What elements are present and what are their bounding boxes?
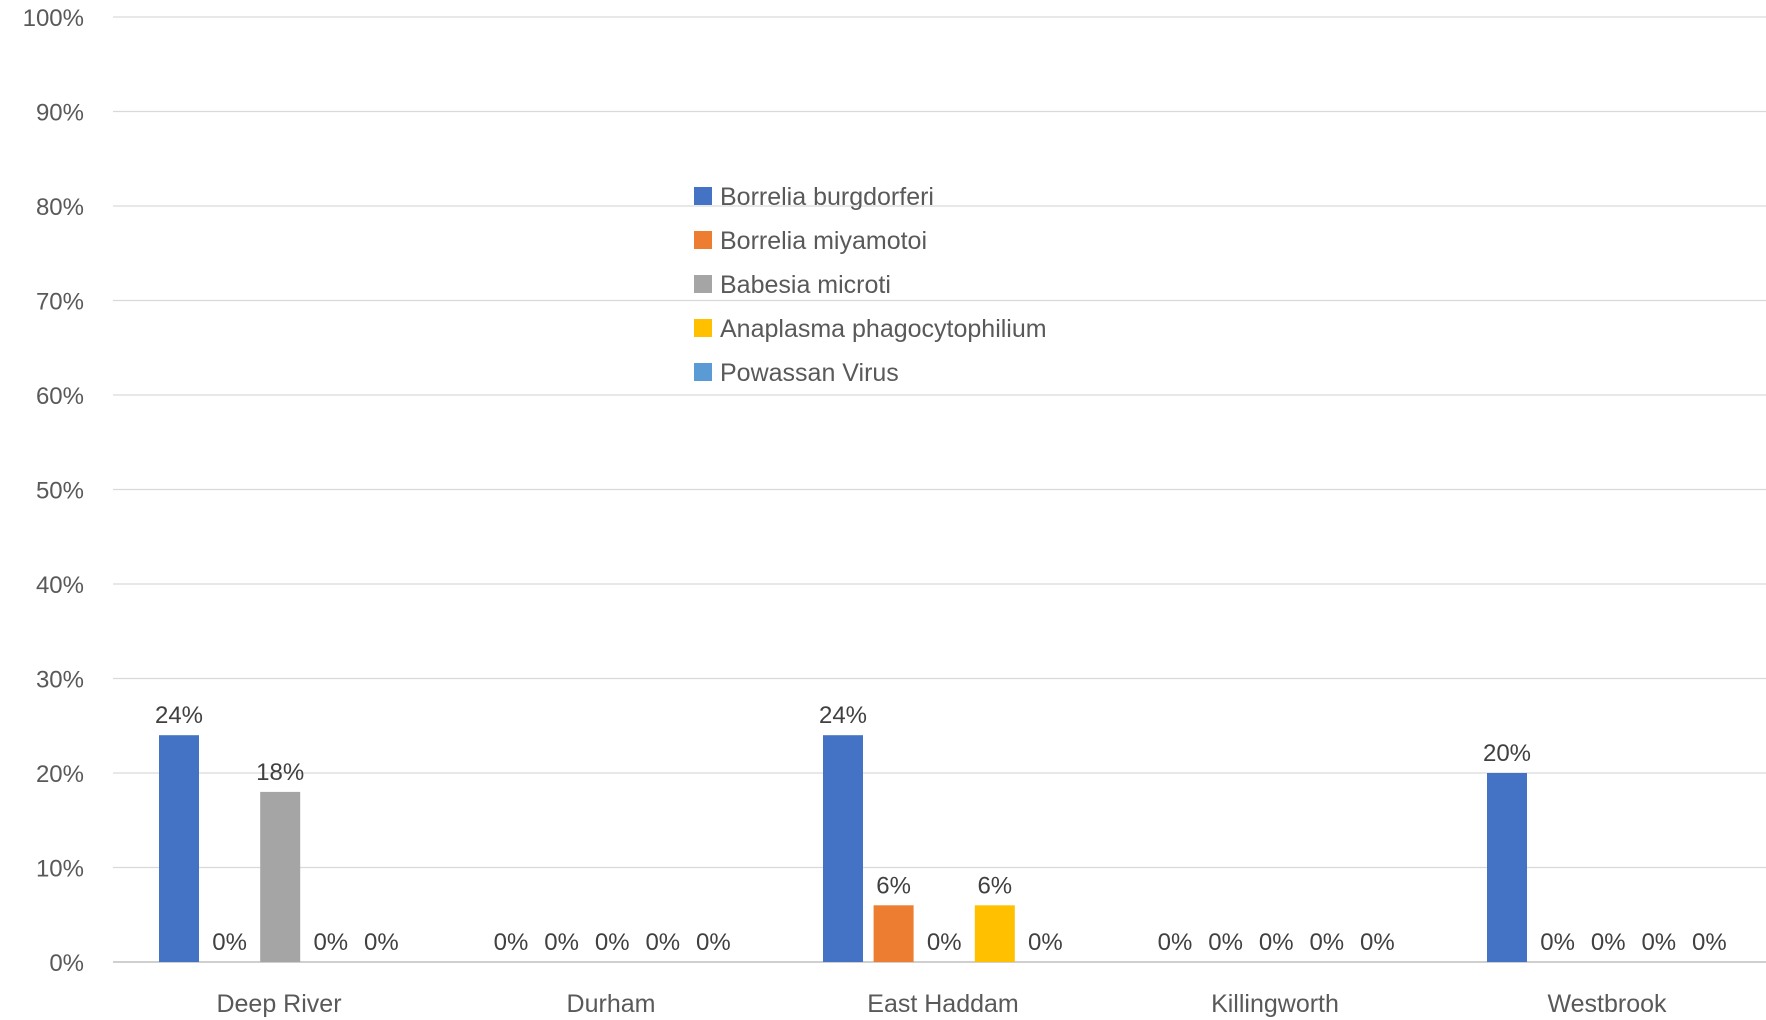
legend-swatch [694,319,712,337]
y-tick-label: 0% [49,950,84,977]
bar [974,905,1015,962]
y-tick-label: 40% [36,572,84,599]
legend-label: Borrelia miyamotoi [720,227,927,255]
legend-swatch [694,275,712,293]
y-tick-label: 90% [36,100,84,127]
bars [159,735,1527,962]
bar [260,791,301,962]
data-label: 0% [544,929,579,956]
data-label: 20% [1483,740,1531,767]
data-label: 0% [1259,929,1294,956]
data-label: 0% [645,929,680,956]
data-label: 0% [212,929,247,956]
data-label: 0% [1158,929,1193,956]
legend-label: Borrelia burgdorferi [720,183,934,211]
data-label: 0% [595,929,630,956]
data-label: 0% [1692,929,1727,956]
data-label: 0% [364,929,399,956]
data-label: 0% [494,929,529,956]
data-label: 6% [977,872,1012,899]
y-tick-label: 30% [36,667,84,694]
data-label: 0% [1028,929,1063,956]
legend-swatch [694,231,712,249]
bar [823,735,863,962]
x-axis-category-labels: Deep River Durham East Haddam Killingworth W… [216,990,1667,1018]
bar [1487,773,1527,962]
legend-label: Babesia microti [720,271,891,299]
data-label: 0% [313,929,348,956]
data-label: 0% [1208,929,1243,956]
y-tick-label: 80% [36,194,84,221]
legend-label: Powassan Virus [720,359,899,387]
data-label: 0% [1540,929,1575,956]
legend-swatch [694,187,712,205]
y-axis-tick-labels: 0% 10% 20% 30% 40% 50% 60% 70% 80% 90% 100% [23,5,84,977]
y-tick-label: 50% [36,478,84,505]
y-tick-label: 10% [36,856,84,883]
y-tick-label: 100% [23,5,84,32]
data-label: 24% [819,702,867,729]
data-labels: 24% 0% 24% 0% 20% 0% 0% 6% 0% 0% 18% 0% 0% 0% 0% 0% 0% 6%… [155,702,1727,956]
legend-label: Anaplasma phagocytophilium [720,315,1047,343]
bar [159,735,199,962]
data-label: 0% [1591,929,1626,956]
data-label: 24% [155,702,203,729]
data-label: 0% [1360,929,1395,956]
data-label: 0% [696,929,731,956]
x-tick-label: Durham [567,990,656,1018]
legend: Borrelia burgdorferi Borrelia miyamotoi Ba… [694,183,1047,387]
data-label: 0% [1641,929,1676,956]
data-label: 6% [876,872,911,899]
x-tick-label: Deep River [216,990,341,1018]
data-label: 0% [1309,929,1344,956]
data-label: 18% [256,759,304,786]
data-label: 0% [927,929,962,956]
y-tick-label: 20% [36,761,84,788]
legend-swatch [694,363,712,381]
x-tick-label: Westbrook [1547,990,1667,1018]
y-tick-label: 60% [36,383,84,410]
gridlines [113,16,1766,963]
bar [873,905,914,962]
x-tick-label: East Haddam [867,990,1018,1018]
x-tick-label: Killingworth [1211,990,1339,1018]
y-tick-label: 70% [36,289,84,316]
